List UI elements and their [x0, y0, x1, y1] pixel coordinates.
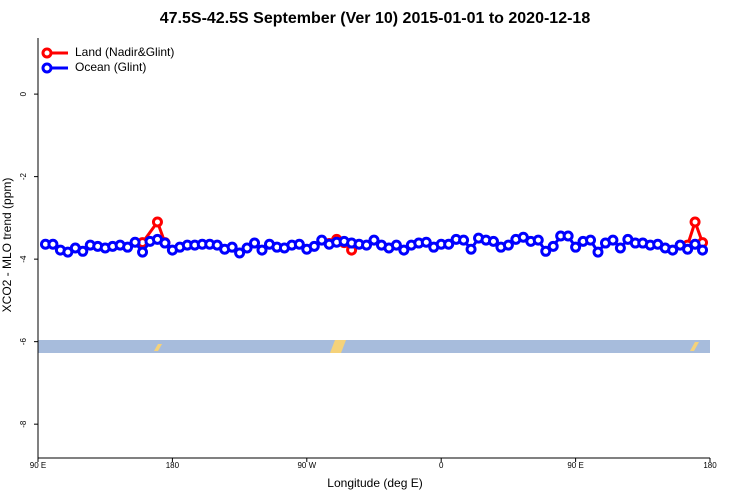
y-axis-label: XCO2 - MLO trend (ppm) [0, 178, 14, 313]
legend-marker [41, 47, 53, 59]
x-tick-label: 90 E [567, 461, 583, 470]
x-axis-label: Longitude (deg E) [327, 476, 422, 490]
point [689, 238, 701, 250]
point [249, 237, 261, 249]
point [122, 241, 134, 253]
point [607, 234, 619, 246]
point [614, 242, 626, 254]
x-tick-label: 180 [703, 461, 717, 470]
point [540, 245, 552, 257]
point [682, 243, 694, 255]
x-tick-label: 0 [439, 461, 444, 470]
point [293, 238, 305, 250]
y-tick-label: -4 [19, 255, 28, 263]
x-tick-label: 90 E [30, 461, 46, 470]
point [562, 230, 574, 242]
point [592, 246, 604, 258]
point [697, 244, 709, 256]
point [443, 238, 455, 250]
point [129, 236, 141, 248]
point [570, 241, 582, 253]
y-tick-label: -6 [19, 338, 28, 346]
point [547, 240, 559, 252]
chart-title: 47.5S-42.5S September (Ver 10) 2015-01-0… [160, 10, 591, 27]
point [689, 216, 701, 228]
point [226, 241, 238, 253]
point [47, 238, 59, 250]
point [361, 239, 373, 251]
point [398, 244, 410, 256]
y-tick-label: -8 [19, 420, 28, 428]
x-tick-label: 90 W [297, 461, 316, 470]
land-patch [690, 342, 699, 351]
point [256, 244, 268, 256]
point [77, 245, 89, 257]
point [465, 243, 477, 255]
point [234, 247, 246, 259]
point [532, 234, 544, 246]
legend-marker [41, 62, 53, 74]
y-tick-label: -2 [19, 173, 28, 181]
point [151, 216, 163, 228]
point [159, 237, 171, 249]
land-patch [330, 340, 346, 353]
point [241, 242, 253, 254]
y-tick-label: 0 [19, 91, 28, 96]
point [420, 236, 432, 248]
point [137, 246, 149, 258]
point [487, 235, 499, 247]
point [667, 244, 679, 256]
land-patch [154, 344, 162, 351]
x-tick-label: 180 [166, 461, 180, 470]
land-ocean-strip [38, 340, 710, 353]
legend-label: Land (Nadir&Glint) [75, 45, 174, 59]
point [585, 234, 597, 246]
point [502, 239, 514, 251]
point [390, 239, 402, 251]
point [308, 240, 320, 252]
point [458, 234, 470, 246]
point [368, 234, 380, 246]
legend-label: Ocean (Glint) [75, 60, 146, 74]
